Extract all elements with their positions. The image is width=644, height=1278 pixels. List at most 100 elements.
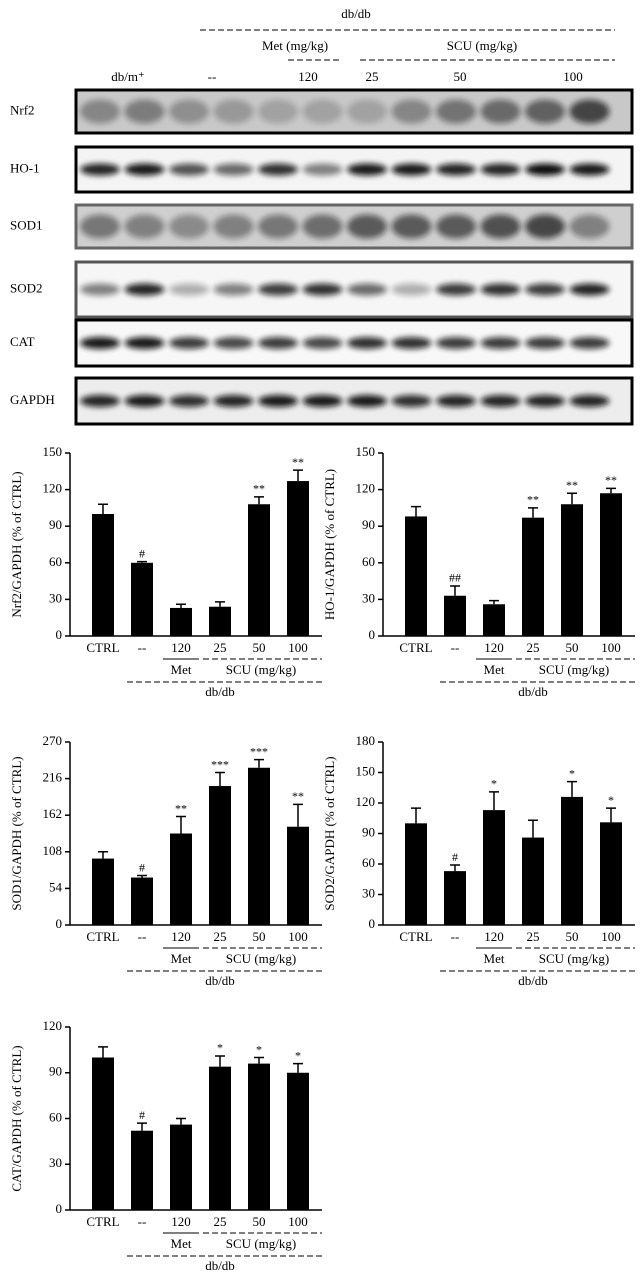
y-tick-label: 216	[43, 770, 63, 785]
blot-band	[480, 395, 521, 407]
blot-band	[213, 99, 254, 124]
group-label: db/db	[518, 684, 548, 699]
blot-band	[391, 99, 432, 124]
blot-band	[302, 163, 343, 176]
blot-row-label: SOD1	[10, 217, 43, 232]
blot-band	[258, 214, 298, 239]
significance-label: **	[566, 478, 578, 492]
bar	[287, 826, 309, 925]
y-tick-label: 60	[49, 554, 62, 569]
x-tick-label: --	[451, 929, 460, 944]
blot: db/m⁺ -- 120 25 50 100 Nrf2 HO-1 SOD1 SOD2 CAT GAPD…	[10, 69, 634, 426]
blot-band	[213, 395, 254, 407]
y-tick-label: 30	[49, 1155, 62, 1170]
blot-band	[124, 163, 165, 176]
error-bar	[606, 807, 616, 823]
blot-band	[347, 163, 387, 176]
y-tick-label: 0	[56, 1201, 63, 1216]
significance-label: #	[139, 1108, 145, 1122]
x-tick-label: CTRL	[399, 929, 432, 944]
error-bar	[489, 599, 499, 605]
blot-band	[525, 283, 565, 296]
bar	[444, 871, 466, 925]
blot-band	[80, 283, 120, 296]
x-tick-label: 25	[214, 1214, 227, 1229]
group-label: db/db	[205, 1258, 235, 1273]
y-tick-label: 120	[356, 481, 376, 496]
y-tick-label: 90	[49, 517, 62, 532]
y-tick-label: 30	[49, 590, 62, 605]
group-label: SCU (mg/kg)	[539, 951, 609, 966]
blot-band	[569, 214, 610, 239]
blot-band	[169, 163, 209, 176]
group-label: SCU (mg/kg)	[539, 662, 609, 677]
blot-band	[169, 214, 209, 239]
blot-column-label: 25	[366, 69, 379, 84]
error-bar	[176, 815, 186, 834]
y-tick-label: 54	[49, 879, 63, 894]
blot-band	[80, 395, 120, 407]
blot-band	[525, 163, 565, 176]
y-tick-label: 120	[356, 794, 376, 809]
bar	[170, 1124, 192, 1210]
blot-band	[569, 99, 610, 124]
blot-band	[124, 395, 165, 407]
error-bar	[450, 864, 460, 872]
significance-label: **	[253, 482, 265, 496]
charts: 0 30 60 90 120 150 Nrf2/GAPDH (% of CTRL) CTRL #…	[9, 444, 635, 1273]
y-axis-label: HO-1/GAPDH (% of CTRL)	[322, 469, 337, 620]
significance-label: **	[292, 789, 304, 803]
error-bar	[176, 1117, 186, 1125]
y-tick-label: 60	[362, 554, 375, 569]
x-tick-label: 120	[484, 929, 504, 944]
blot-band	[480, 99, 521, 124]
error-bar	[567, 780, 577, 797]
y-axis-label: SOD2/GAPDH (% of CTRL)	[322, 756, 337, 910]
blot-strain: db/db	[341, 6, 371, 21]
x-tick-label: 50	[566, 929, 579, 944]
blot-band	[525, 337, 565, 349]
bar	[405, 823, 427, 925]
x-tick-label: --	[138, 640, 147, 655]
error-bar	[293, 469, 303, 482]
blot-band	[302, 214, 343, 239]
blot-band	[258, 395, 298, 407]
significance-label: *	[569, 766, 575, 780]
blot-scu-group: SCU (mg/kg)	[447, 38, 517, 53]
x-tick-label: CTRL	[86, 640, 119, 655]
blot-band	[347, 337, 387, 349]
blot-column-label: --	[208, 69, 217, 84]
blot-band	[391, 283, 432, 296]
x-tick-label: 100	[288, 929, 308, 944]
blot-band	[80, 214, 120, 239]
bar	[92, 514, 114, 636]
bar	[561, 504, 583, 636]
significance-label: *	[295, 1048, 301, 1062]
bar	[561, 796, 583, 925]
blot-band	[169, 395, 209, 407]
significance-label: #	[139, 546, 145, 560]
significance-label: *	[217, 1041, 223, 1055]
group-label: Met	[171, 662, 192, 677]
blot-row-label: GAPDH	[10, 392, 55, 407]
blot-band	[80, 337, 120, 349]
blot-band	[258, 99, 298, 124]
blot-band	[213, 163, 254, 176]
blot-band	[124, 283, 165, 296]
y-tick-label: 90	[362, 824, 375, 839]
bar	[170, 833, 192, 925]
blot-band	[436, 395, 476, 407]
group-label: db/db	[518, 973, 548, 988]
x-tick-label: CTRL	[86, 929, 119, 944]
x-tick-label: CTRL	[86, 1214, 119, 1229]
bar	[170, 607, 192, 636]
blot-band	[169, 283, 209, 296]
y-tick-label: 108	[43, 843, 63, 858]
blot-band	[347, 214, 387, 239]
blot-band	[347, 99, 387, 124]
blot-row-label: Nrf2	[10, 102, 35, 117]
blot-column-label: 120	[298, 69, 318, 84]
blot-band	[302, 283, 343, 296]
group-label: Met	[484, 951, 505, 966]
